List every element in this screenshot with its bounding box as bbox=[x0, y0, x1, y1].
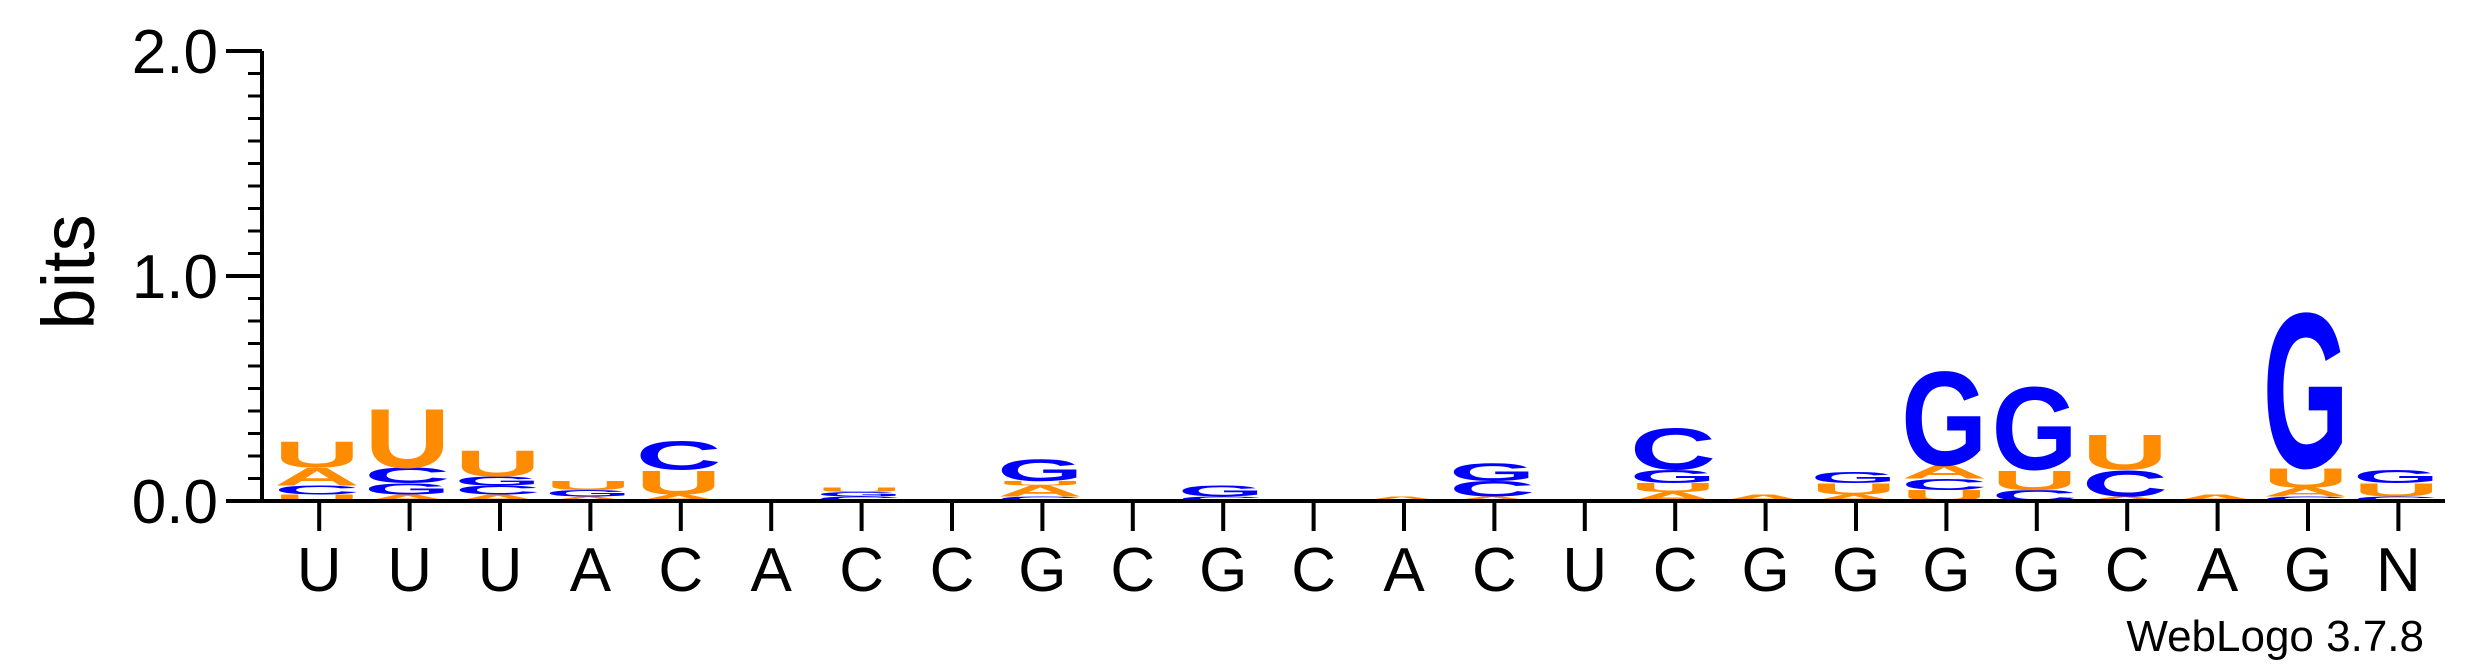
logo-letter-c: C bbox=[2082, 463, 2168, 505]
logo-letter-g: G bbox=[816, 491, 902, 498]
logo-letter-g: G bbox=[364, 480, 450, 497]
logo-letter-g: G bbox=[1901, 345, 1987, 495]
logo-letter-c: C bbox=[455, 483, 541, 497]
logo-letter-a: A bbox=[1359, 495, 1445, 502]
position-label: A bbox=[751, 536, 793, 605]
logo-letter-a: A bbox=[1901, 462, 1987, 483]
position-label: C bbox=[1110, 536, 1155, 605]
position-label: A bbox=[1383, 536, 1425, 605]
position-label: G bbox=[1832, 536, 1880, 605]
logo-letter-c: C bbox=[274, 483, 360, 497]
logo-letter-c: C bbox=[816, 495, 902, 502]
logo-letter-u: U bbox=[1811, 480, 1897, 497]
logo-letter-a: A bbox=[2082, 495, 2168, 502]
logo-letter-g: G bbox=[545, 488, 631, 499]
position-label: C bbox=[839, 536, 884, 605]
y-tick-label: 0.0 bbox=[132, 468, 218, 537]
logo-letter-c: C bbox=[2353, 495, 2439, 502]
logo-letter-u: U bbox=[2082, 425, 2168, 481]
position-label: N bbox=[2376, 536, 2421, 605]
logo-letter-g: G bbox=[1992, 363, 2078, 495]
logo-letter-g: G bbox=[997, 453, 1083, 488]
logo-letter-c: C bbox=[1178, 495, 1264, 502]
logo-letter-c: C bbox=[364, 463, 450, 488]
logo-letter-u: U bbox=[997, 480, 1083, 487]
logo-letter-u: U bbox=[816, 486, 902, 493]
logo-letter-g: G bbox=[1811, 469, 1897, 486]
y-tick-label: 2.0 bbox=[132, 18, 218, 87]
logo-letter-u: U bbox=[274, 433, 360, 475]
position-label: U bbox=[1562, 536, 1607, 605]
logo-letter-c: C bbox=[1630, 416, 1716, 482]
logo-letter-a: A bbox=[997, 482, 1083, 499]
logo-letter-u: U bbox=[636, 463, 722, 501]
position-label: C bbox=[1472, 536, 1517, 605]
letter-stacks: UCAUAGCUACGUAGUAUCCGUUCAUGCGAACGAUGCAAUG… bbox=[274, 267, 2439, 515]
position-label: C bbox=[930, 536, 975, 605]
logo-letter-g: G bbox=[2353, 466, 2439, 487]
logo-letter-a: A bbox=[364, 493, 450, 503]
logo-letter-u: U bbox=[455, 442, 541, 484]
position-label: A bbox=[2197, 536, 2239, 605]
logo-letter-c: C bbox=[1449, 477, 1535, 502]
position-label: A bbox=[570, 536, 612, 605]
position-label: C bbox=[2105, 536, 2150, 605]
logo-letter-a: A bbox=[1720, 493, 1806, 503]
logo-letter-a: A bbox=[274, 463, 360, 491]
y-tick-label: 1.0 bbox=[132, 243, 218, 312]
logo-letter-a: A bbox=[2263, 485, 2349, 499]
logo-letter-g: G bbox=[1630, 466, 1716, 487]
logo-letter-u: U bbox=[364, 391, 450, 485]
logo-letter-g: G bbox=[1178, 482, 1264, 499]
logo-letter-g: G bbox=[1449, 458, 1535, 486]
position-label: G bbox=[2013, 536, 2061, 605]
position-label: U bbox=[387, 536, 432, 605]
logo-letter-c: C bbox=[2263, 495, 2349, 502]
logo-letter-a: A bbox=[545, 495, 631, 502]
logo-letter-g: G bbox=[2263, 267, 2349, 515]
position-label: U bbox=[297, 536, 342, 605]
position-label: G bbox=[1018, 536, 1066, 605]
logo-letter-c: C bbox=[997, 495, 1083, 502]
logo-letter-g: G bbox=[455, 474, 541, 488]
position-label: C bbox=[1291, 536, 1336, 605]
weblogo-credit: WebLogo 3.7.8 bbox=[2126, 612, 2424, 661]
position-label: C bbox=[1653, 536, 1698, 605]
y-axis-title: bits bbox=[27, 214, 110, 329]
logo-letter-u: U bbox=[2353, 480, 2439, 501]
y-axis: 0.0 1.0 2.0 bbox=[132, 18, 264, 537]
logo-letter-c: C bbox=[1901, 476, 1987, 493]
logo-letter-a: A bbox=[2172, 493, 2258, 503]
position-label: G bbox=[1741, 536, 1789, 605]
logo-letter-a: A bbox=[1449, 495, 1535, 502]
logo-letter-u: U bbox=[1992, 465, 2078, 496]
logo-letter-u: U bbox=[274, 493, 360, 503]
position-label: G bbox=[2284, 536, 2332, 605]
logo-letter-u: U bbox=[2263, 462, 2349, 493]
logo-letter-u: U bbox=[545, 478, 631, 492]
position-label: C bbox=[658, 536, 703, 605]
position-label: G bbox=[1922, 536, 1970, 605]
position-label: G bbox=[1199, 536, 1247, 605]
logo-letter-c: C bbox=[636, 433, 722, 479]
logo-letter-u: U bbox=[1630, 481, 1716, 495]
logo-letter-a: A bbox=[455, 493, 541, 503]
logo-letter-a: A bbox=[636, 493, 722, 503]
position-label: U bbox=[478, 536, 523, 605]
logo-letter-a: A bbox=[1811, 493, 1897, 503]
